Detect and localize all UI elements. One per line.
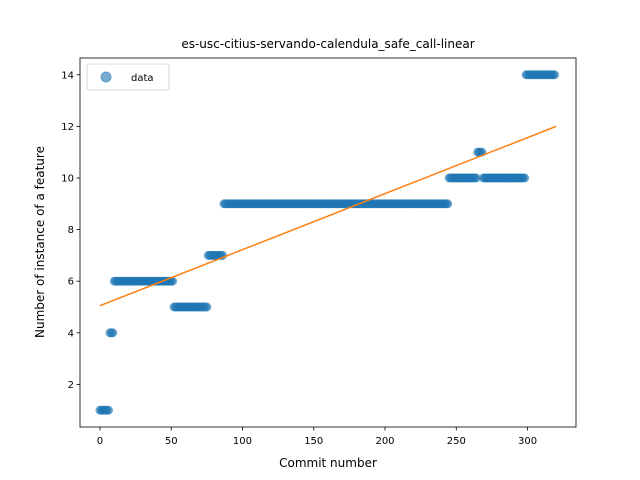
chart-title: es-usc-citius-servando-calendula_safe_ca… bbox=[181, 37, 474, 51]
plot-frame bbox=[79, 57, 577, 428]
x-tick-label: 50 bbox=[165, 436, 178, 447]
legend-label-data: data bbox=[131, 73, 154, 84]
x-axis-ticks: 0 50 100 150 200 250 300 bbox=[97, 427, 537, 447]
y-tick-label: 14 bbox=[61, 70, 74, 81]
y-tick-label: 8 bbox=[68, 225, 74, 236]
x-tick-label: 300 bbox=[518, 436, 537, 447]
x-tick-label: 200 bbox=[375, 436, 394, 447]
legend-marker bbox=[100, 71, 112, 83]
x-tick-label: 0 bbox=[97, 436, 103, 447]
data-point bbox=[104, 405, 113, 415]
y-tick-label: 2 bbox=[68, 380, 74, 391]
y-axis-label: Number of instance of a feature bbox=[33, 146, 47, 338]
data-point bbox=[443, 199, 453, 209]
data-point bbox=[108, 328, 118, 338]
x-axis-label: Commit number bbox=[279, 456, 377, 470]
data-point bbox=[520, 173, 530, 183]
data-point bbox=[550, 70, 560, 80]
x-tick-label: 100 bbox=[233, 436, 252, 447]
data-point bbox=[202, 302, 212, 312]
y-tick-label: 6 bbox=[68, 277, 74, 288]
plot-marks bbox=[95, 70, 560, 415]
legend: data bbox=[86, 63, 170, 91]
legend-box bbox=[86, 63, 170, 91]
x-tick-label: 150 bbox=[304, 436, 323, 447]
y-axis-ticks: 2 4 6 8 10 12 14 bbox=[61, 70, 80, 391]
x-tick-label: 250 bbox=[447, 436, 466, 447]
trend-line bbox=[99, 125, 557, 307]
y-tick-label: 10 bbox=[61, 173, 74, 184]
y-tick-label: 4 bbox=[68, 328, 74, 339]
y-tick-label: 12 bbox=[61, 122, 74, 133]
